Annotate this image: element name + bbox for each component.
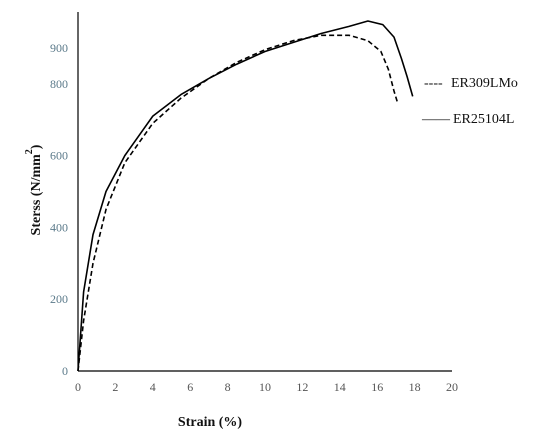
x-axis-title: Strain (%): [178, 415, 243, 430]
series-lines: [77, 20, 414, 372]
legend-marker-er25104l: ——: [421, 112, 451, 127]
y-tick-label: 400: [50, 220, 68, 234]
x-tick-label: 16: [371, 380, 383, 394]
y-axis-title-main: Sterss (N/mm: [29, 154, 44, 236]
legend: ---- ER309LMo —— ER25104L: [421, 76, 518, 127]
y-tick-label: 900: [50, 41, 68, 55]
legend-item-er309lmo: ---- ER309LMo: [424, 76, 518, 91]
y-axis-title-group: Sterss (N/mm2): [24, 144, 44, 235]
x-tick-label: 4: [150, 380, 156, 394]
x-tick-label: 20: [446, 380, 458, 394]
series-line-er25104l: [77, 20, 414, 372]
x-tick-label: 6: [187, 380, 193, 394]
legend-marker-er309lmo: ----: [424, 76, 443, 91]
y-axis-title-close: ): [29, 144, 44, 149]
x-tick-label: 12: [296, 380, 308, 394]
series-line-er309lmo: [77, 34, 399, 372]
axes: [77, 12, 452, 372]
x-tick-labels: 0 2 4 6 8 10 12 14 16 18 20: [75, 380, 458, 394]
y-axis-title-superscript: 2: [24, 149, 35, 154]
y-tick-label: 200: [50, 292, 68, 306]
x-tick-label: 18: [409, 380, 421, 394]
y-tick-label: 600: [50, 149, 68, 163]
x-tick-label: 14: [334, 380, 346, 394]
legend-label-er309lmo: ER309LMo: [451, 76, 518, 91]
x-tick-label: 0: [75, 380, 81, 394]
y-axis-title: Sterss (N/mm2): [24, 144, 44, 235]
x-tick-label: 2: [112, 380, 118, 394]
x-tick-label: 8: [225, 380, 231, 394]
y-tick-label: 800: [50, 77, 68, 91]
y-tick-labels: 0 200 400 600 800 900: [50, 41, 68, 378]
x-tick-label: 10: [259, 380, 271, 394]
y-tick-label: 0: [62, 364, 68, 378]
legend-label-er25104l: ER25104L: [453, 112, 514, 127]
legend-item-er25104l: —— ER25104L: [421, 112, 514, 127]
